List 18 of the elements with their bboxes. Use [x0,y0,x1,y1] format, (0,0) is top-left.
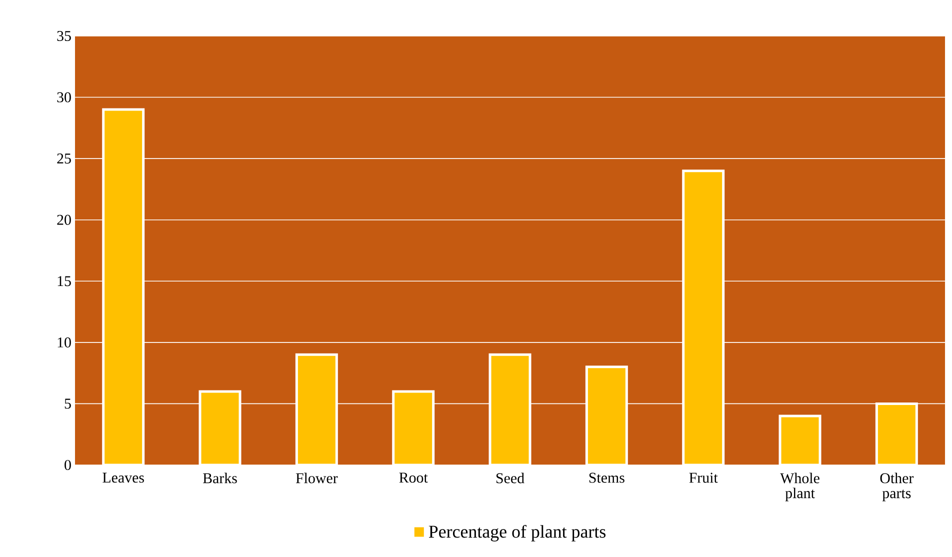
y-tick-label: 20 [57,214,71,225]
x-tick-label: Leaves [102,472,144,483]
x-tick-label: Flower [296,472,338,484]
x-tick-label: Seed [496,472,524,484]
x-tick-label: Fruit [689,472,718,483]
y-tick-label: 30 [57,92,71,102]
x-tick-label: Root [399,472,428,483]
y-tick-label: 0 [64,460,71,470]
x-tick-label: Other parts [880,472,914,502]
y-tick-label: 25 [57,154,71,164]
x-tick-label: Stems [589,472,624,483]
x-tick-label: Barks [203,472,237,484]
y-tick-label: 15 [58,276,71,286]
x-tick-label: Whole plant [780,472,820,502]
y-tick-label: 35 [57,30,71,41]
y-tick-label: 10 [58,337,71,348]
legend-label: Percentage of plant parts [428,524,606,542]
y-tick-label: 5 [64,398,71,409]
